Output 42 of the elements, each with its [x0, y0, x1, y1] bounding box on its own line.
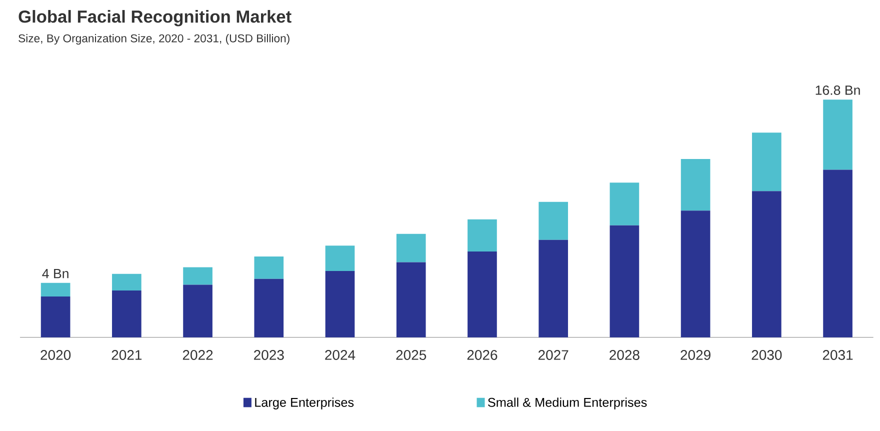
bar	[538, 202, 568, 240]
annotation: 4 Bn	[42, 269, 68, 278]
chart-subtitle: Size, By Organization Size, 2020 - 2031, (USD Billion)	[18, 34, 290, 45]
x-tick-label: 2028	[610, 350, 640, 360]
bar	[680, 210, 710, 338]
bar	[325, 271, 355, 338]
bar	[112, 290, 142, 338]
x-tick-label: 2027	[538, 350, 568, 360]
bar	[183, 267, 212, 285]
bar	[823, 100, 852, 170]
bar	[468, 220, 497, 252]
bar	[538, 240, 568, 338]
x-tick-label: 2023	[254, 350, 284, 360]
bar	[610, 226, 640, 338]
bar	[325, 246, 355, 272]
bar	[823, 170, 852, 338]
x-tick-label: 2025	[396, 350, 426, 360]
legend-label: Large Enterprises	[255, 398, 354, 410]
x-tick-label: 2021	[112, 350, 142, 360]
text: 16.8 Bn	[816, 86, 860, 96]
bar	[396, 234, 426, 262]
x-tick-label: 2024	[325, 350, 356, 360]
x-tick-label: 2030	[752, 350, 782, 360]
bar	[183, 284, 212, 338]
bar	[112, 274, 142, 291]
x-tick-label: 2026	[467, 350, 498, 360]
x-tick-label: 2031	[822, 350, 853, 360]
bar	[40, 296, 70, 338]
bar	[752, 191, 782, 338]
legend-label: Small & Medium Enterprises	[488, 398, 647, 410]
bar	[680, 159, 710, 211]
bar	[752, 132, 782, 192]
bar	[468, 252, 497, 338]
chart-title: Global Facial Recognition Market	[18, 10, 292, 26]
bar	[610, 182, 640, 226]
x-tick-label: 2022	[182, 350, 213, 360]
bar	[254, 279, 284, 338]
bar	[396, 262, 426, 338]
x-tick-label: 2029	[680, 350, 710, 360]
bar	[40, 283, 70, 297]
x-tick-label: 2020	[40, 350, 71, 360]
bar	[254, 256, 284, 280]
